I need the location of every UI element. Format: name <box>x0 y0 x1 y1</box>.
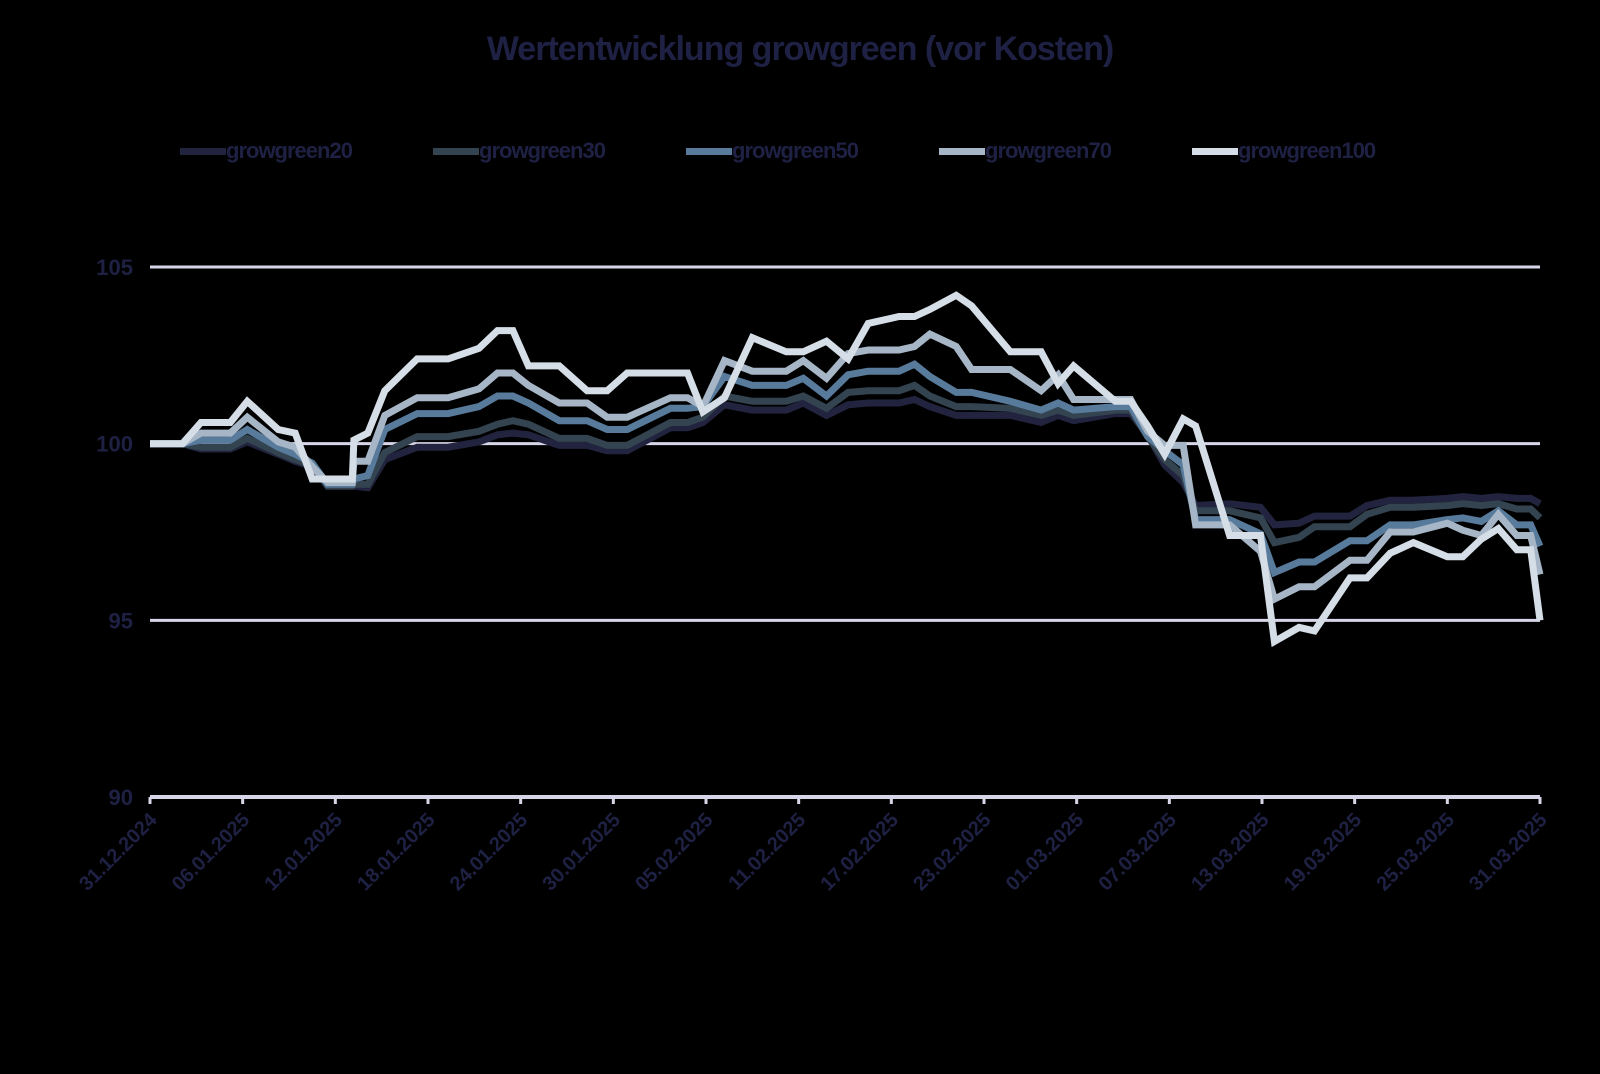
series-line-growgreen100 <box>150 291 1544 648</box>
legend-label: growgreen100 <box>1238 138 1376 163</box>
x-tick-label: 13.03.2025 <box>1187 809 1273 895</box>
x-tick-label: 23.02.2025 <box>909 809 995 895</box>
legend-item-growgreen70[interactable]: growgreen70 <box>939 138 1192 164</box>
x-tick-label: 31.12.2024 <box>75 808 162 895</box>
legend-label: growgreen50 <box>732 138 859 163</box>
y-tick-label: 100 <box>96 432 133 457</box>
y-tick-label: 90 <box>109 785 133 810</box>
legend-item-growgreen100[interactable]: growgreen100 <box>1192 138 1445 164</box>
legend-swatch-icon <box>1192 147 1238 155</box>
x-tick-label: 05.02.2025 <box>631 809 717 895</box>
x-tick-label: 01.03.2025 <box>1002 809 1088 895</box>
legend-label: growgreen20 <box>226 138 353 163</box>
legend-swatch-icon <box>433 147 479 155</box>
legend-item-growgreen50[interactable]: growgreen50 <box>686 138 939 164</box>
x-tick-label: 11.02.2025 <box>725 809 811 895</box>
x-tick-label: 12.01.2025 <box>261 809 347 895</box>
y-tick-label: 95 <box>109 608 133 633</box>
legend-swatch-icon <box>686 147 732 155</box>
legend-label: growgreen30 <box>479 138 606 163</box>
x-axis: 31.12.2024 06.01.2025 12.01.2025 18.01.2025… <box>75 797 1552 895</box>
x-tick-label: 30.01.2025 <box>539 809 625 895</box>
x-tick-label: 18.01.2025 <box>353 809 439 895</box>
x-tick-label: 24.01.2025 <box>446 809 532 895</box>
x-tick-label: 25.03.2025 <box>1373 809 1459 895</box>
x-tick-label: 19.03.2025 <box>1280 809 1366 895</box>
legend: growgreen20 growgreen30 growgreen50 grow… <box>180 138 1445 164</box>
chart-title: Wertentwicklung growgreen (vor Kosten) <box>486 30 1114 68</box>
x-tick-label: 06.01.2025 <box>168 809 254 895</box>
x-tick-label: 17.02.2025 <box>817 809 903 895</box>
legend-swatch-icon <box>939 147 985 155</box>
legend-swatch-icon <box>180 147 226 155</box>
gridlines <box>150 265 1540 799</box>
legend-label: growgreen70 <box>985 138 1112 163</box>
series-lines <box>150 291 1544 648</box>
legend-item-growgreen30[interactable]: growgreen30 <box>433 138 686 164</box>
y-tick-label: 105 <box>96 255 133 280</box>
y-axis: 90 95 100 105 <box>96 255 133 810</box>
x-tick-label: 31.03.2025 <box>1465 809 1551 895</box>
x-tick-label: 07.03.2025 <box>1095 809 1181 895</box>
legend-item-growgreen20[interactable]: growgreen20 <box>180 138 433 164</box>
